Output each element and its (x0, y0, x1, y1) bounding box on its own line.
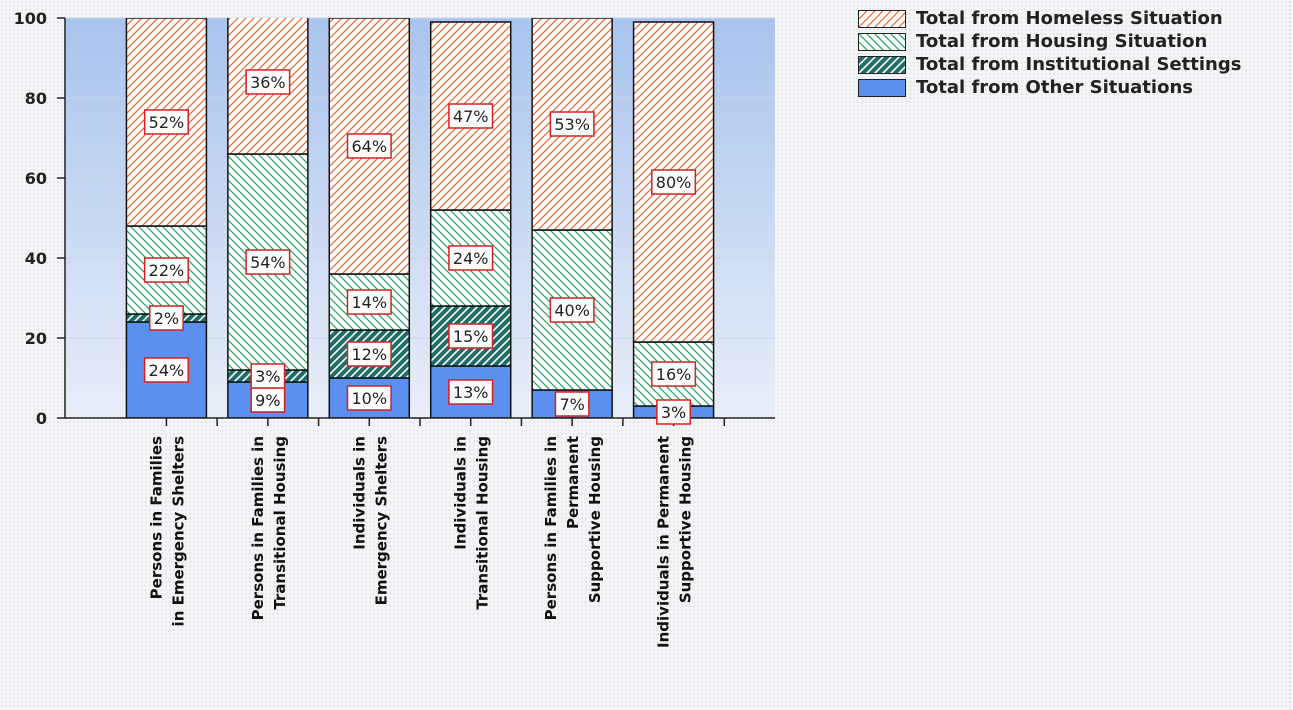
x-tick-label: in Emergency Shelters (169, 436, 187, 627)
legend-item: Total from Institutional Settings (858, 54, 1293, 75)
data-label-box (143, 109, 189, 135)
x-tick-label: Transitional Housing (271, 436, 289, 610)
data-label-box (250, 387, 286, 413)
x-tick-label: Individuals in Permanent (655, 436, 673, 648)
data-label: 24% (149, 361, 185, 380)
data-label: 40% (554, 301, 590, 320)
legend-swatch-fill (859, 11, 905, 27)
data-label: 3% (255, 367, 280, 386)
y-tick-label: 80 (25, 89, 47, 108)
data-label-box (148, 305, 184, 331)
legend-label: Total from Institutional Settings (916, 54, 1242, 75)
legend-label: Total from Homeless Situation (916, 8, 1223, 29)
x-tick-label: Supportive Housing (677, 436, 695, 603)
y-tick-label: 40 (25, 249, 47, 268)
data-label-box (346, 289, 392, 315)
legend-swatch (858, 33, 906, 51)
y-tick-label: 0 (36, 409, 47, 428)
legend-swatch-fill (859, 57, 905, 73)
x-tick-label: Permanent (564, 436, 582, 529)
legend-item: Total from Other Situations (858, 77, 1293, 98)
y-tick-label: 100 (14, 9, 47, 28)
y-tick-label: 60 (25, 169, 47, 188)
data-label: 3% (661, 403, 686, 422)
legend-swatch (858, 79, 906, 97)
y-tick-label: 20 (25, 329, 47, 348)
data-label-box (245, 249, 291, 275)
data-label: 14% (352, 293, 388, 312)
data-label-box (448, 245, 494, 271)
legend-label: Total from Housing Situation (916, 31, 1208, 52)
x-tick-label: Transitional Housing (474, 436, 492, 610)
data-label-box (346, 385, 392, 411)
data-label-box (245, 69, 291, 95)
x-tick-label: Individuals in (350, 436, 368, 550)
x-tick-label: Persons in Families in (249, 436, 267, 620)
data-label-box (656, 399, 692, 425)
data-label-box (346, 133, 392, 159)
legend-label: Total from Other Situations (916, 77, 1193, 98)
data-label-box (651, 169, 697, 195)
data-label-box (549, 111, 595, 137)
data-label-box (250, 363, 286, 389)
data-label-box (448, 103, 494, 129)
data-label: 10% (352, 389, 388, 408)
data-label: 80% (656, 173, 692, 192)
data-label: 64% (352, 137, 388, 156)
data-label: 36% (250, 73, 286, 92)
data-label: 2% (154, 309, 179, 328)
x-tick-label: Supportive Housing (586, 436, 604, 603)
data-label-box (143, 257, 189, 283)
data-label-box (554, 391, 590, 417)
legend-swatch-fill (859, 34, 905, 50)
data-label: 22% (149, 261, 185, 280)
data-label: 52% (149, 113, 185, 132)
data-label: 24% (453, 249, 489, 268)
legend-swatch-fill (859, 80, 905, 96)
x-tick-label: Persons in Families in (542, 436, 560, 620)
data-label-box (346, 341, 392, 367)
data-label: 9% (255, 391, 280, 410)
legend-item: Total from Housing Situation (858, 31, 1293, 52)
data-label: 7% (559, 395, 584, 414)
legend-swatch (858, 10, 906, 28)
data-label: 13% (453, 383, 489, 402)
x-tick-label: Persons in Families (147, 436, 165, 599)
data-label: 16% (656, 365, 692, 384)
x-tick-label: Individuals in (452, 436, 470, 550)
data-label-box (651, 361, 697, 387)
legend-swatch (858, 56, 906, 74)
data-label: 47% (453, 107, 489, 126)
data-label: 12% (352, 345, 388, 364)
data-label-box (448, 323, 494, 349)
x-tick-label: Emergency Shelters (372, 436, 390, 605)
data-label-box (448, 379, 494, 405)
data-label: 53% (554, 115, 590, 134)
data-label-box (143, 357, 189, 383)
data-label-box (549, 297, 595, 323)
data-label: 15% (453, 327, 489, 346)
legend: Total from Homeless Situation Total from … (858, 8, 1293, 100)
legend-item: Total from Homeless Situation (858, 8, 1293, 29)
data-label: 54% (250, 253, 286, 272)
